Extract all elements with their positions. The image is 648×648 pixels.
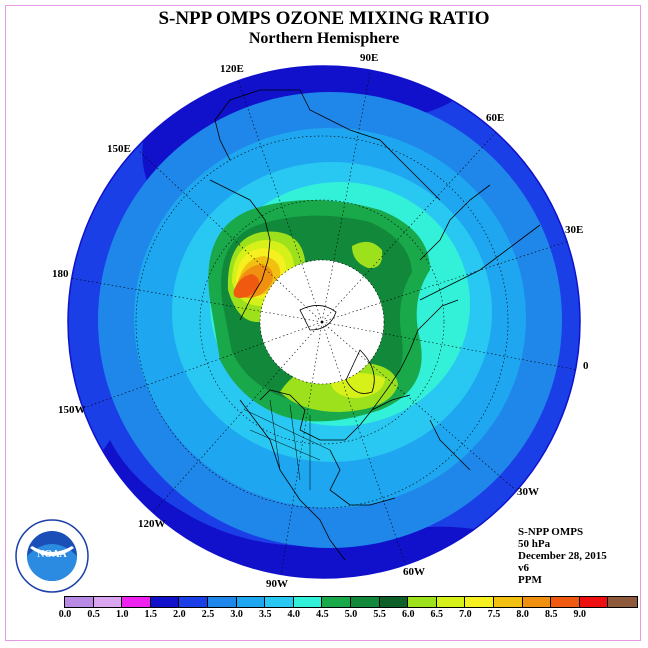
colorbar-segment — [408, 597, 437, 607]
colorbar-segment — [579, 597, 609, 607]
colorbar-segment — [436, 597, 466, 607]
colorbar-segment — [65, 597, 94, 607]
colorbar-tick-label: 0.5 — [87, 609, 100, 620]
map-title: S-NPP OMPS OZONE MIXING RATIO — [158, 8, 490, 29]
lon-label-60e: 60E — [486, 112, 505, 124]
colorbar-segment — [207, 597, 237, 607]
band-5-5-c — [352, 241, 383, 269]
info-version: v6 — [518, 562, 529, 574]
lon-label-180: 180 — [52, 268, 69, 280]
map-boundary — [67, 65, 581, 579]
plot-frame — [5, 5, 641, 641]
colorbar-ticks: 0.0 0.5 1.0 1.5 2.0 2.5 3.0 3.5 4.0 4.5 5.0 5.5 6.0 6… — [0, 609, 648, 623]
colorbar-tick-label: 3.5 — [258, 609, 272, 620]
colorbar-segment — [608, 597, 637, 607]
colorbar-segment — [293, 597, 323, 607]
band-8-0 — [233, 274, 260, 298]
info-block: S-NPP OMPS 50 hPa December 28, 2015 v6 P… — [518, 526, 607, 586]
colorbar-tick-label: 5.5 — [373, 609, 386, 620]
lon-label-30w: 30W — [517, 486, 539, 498]
colorbar-segment — [493, 597, 523, 607]
lon-label-120w: 120W — [138, 518, 166, 530]
lon-label-120e: 120E — [220, 63, 244, 75]
coastlines — [209, 89, 541, 561]
colorbar-tick-label: 1.0 — [115, 609, 129, 620]
colorbar-segment — [551, 597, 580, 607]
colorbar-segment — [322, 597, 351, 607]
colorbar-segment — [122, 597, 151, 607]
colorbar-tick-label: 5.0 — [344, 609, 358, 620]
colorbar-segment — [150, 597, 180, 607]
colorbar-segment — [93, 597, 123, 607]
colorbar-segment — [465, 597, 494, 607]
colorbar-segment — [522, 597, 552, 607]
colorbar-segment — [350, 597, 380, 607]
lon-label-150e: 150E — [107, 143, 131, 155]
colorbar-segment — [265, 597, 294, 607]
political-borders — [244, 399, 331, 490]
noaa-logo: NOAA — [15, 519, 89, 593]
lon-label-60w: 60W — [403, 566, 425, 578]
colorbar-tick-label: 2.0 — [173, 609, 186, 620]
colorbar-tick-label: 6.5 — [430, 609, 444, 620]
colorbar-tick-label: 7.0 — [459, 609, 472, 620]
noaa-logo-text: NOAA — [37, 549, 67, 560]
info-instrument: S-NPP OMPS — [518, 526, 584, 538]
info-units: PPM — [518, 574, 542, 586]
colorbar — [64, 596, 638, 608]
info-level: 50 hPa — [518, 538, 551, 550]
colorbar-tick-label: 1.5 — [144, 609, 158, 620]
lon-label-150w: 150W — [58, 404, 86, 416]
lon-label-90w: 90W — [266, 578, 288, 590]
lon-label-90e: 90E — [360, 52, 379, 64]
colorbar-tick-label: 8.5 — [544, 609, 558, 620]
info-date: December 28, 2015 — [518, 550, 607, 562]
colorbar-tick-label: 0.0 — [58, 609, 72, 620]
colorbar-segment — [236, 597, 266, 607]
colorbar-tick-label: 4.5 — [316, 609, 329, 620]
map-subtitle: Northern Hemisphere — [248, 30, 400, 47]
colorbar-tick-label: 8.0 — [516, 609, 529, 620]
colorbar-tick-label: 9.0 — [573, 609, 587, 620]
colorbar-tick-label: 2.5 — [201, 609, 215, 620]
lon-label-0: 0 — [583, 360, 589, 372]
colorbar-tick-label: 3.0 — [230, 609, 243, 620]
colorbar-tick-label: 4.0 — [287, 609, 301, 620]
graticule — [69, 66, 579, 578]
colorbar-segment — [179, 597, 208, 607]
colorbar-tick-label: 7.5 — [487, 609, 501, 620]
lon-label-30e: 30E — [565, 224, 584, 236]
colorbar-segment — [379, 597, 409, 607]
colorbar-tick-label: 6.0 — [401, 609, 415, 620]
